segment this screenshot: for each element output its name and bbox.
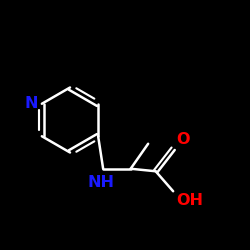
Text: OH: OH bbox=[176, 193, 203, 208]
Text: NH: NH bbox=[87, 175, 114, 190]
Text: O: O bbox=[176, 132, 190, 147]
Text: N: N bbox=[24, 96, 38, 111]
